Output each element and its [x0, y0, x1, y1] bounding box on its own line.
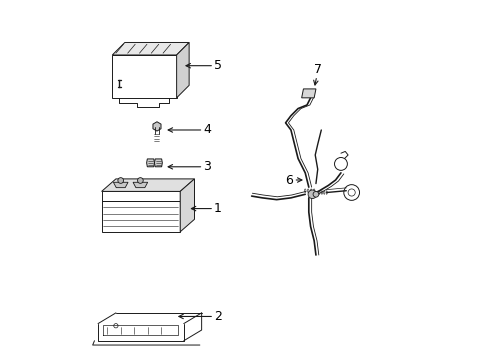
Text: 3: 3: [168, 160, 211, 173]
Circle shape: [307, 190, 316, 199]
Circle shape: [312, 192, 318, 197]
Text: 6: 6: [285, 174, 301, 186]
Polygon shape: [102, 179, 194, 192]
Text: 5: 5: [185, 59, 222, 72]
Text: 2: 2: [179, 310, 222, 323]
Polygon shape: [154, 159, 162, 167]
Text: 4: 4: [168, 123, 211, 136]
Text: 1: 1: [191, 202, 222, 215]
Polygon shape: [180, 179, 194, 232]
Polygon shape: [301, 89, 315, 98]
Polygon shape: [176, 42, 189, 98]
Polygon shape: [133, 182, 147, 188]
Polygon shape: [112, 42, 189, 55]
Polygon shape: [146, 159, 154, 167]
Text: 7: 7: [313, 63, 322, 85]
Circle shape: [118, 177, 123, 183]
Polygon shape: [153, 122, 161, 131]
Circle shape: [137, 177, 143, 183]
Polygon shape: [113, 182, 128, 188]
